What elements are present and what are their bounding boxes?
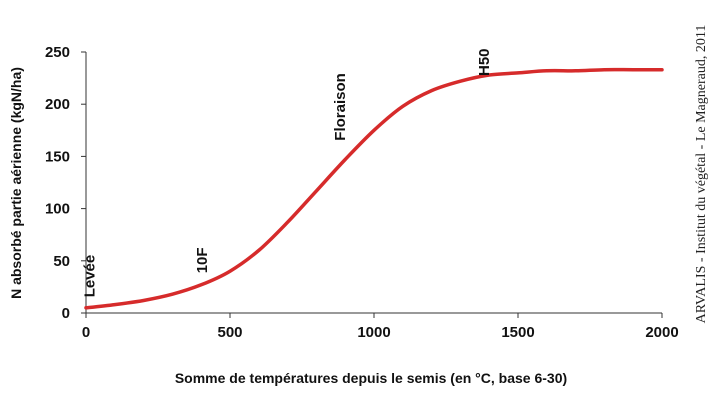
stage-annotation: Levée — [82, 255, 99, 298]
stage-annotation: 10F — [194, 247, 211, 273]
y-axis-ticks: 0 50 100 150 200 250 — [45, 44, 86, 322]
y-axis-title: N absorbé partie aérienne (kgN/ha) — [8, 67, 24, 299]
y-tick-label: 100 — [45, 201, 70, 218]
annotations: Levée 10F Floraison H50 — [82, 48, 494, 297]
x-tick-label: 2000 — [645, 324, 678, 341]
plot-area: 0 50 100 150 200 250 0 500 1000 1500 2000 Levée 10… — [45, 44, 679, 341]
y-tick-label: 50 — [53, 253, 70, 270]
x-tick-label: 500 — [217, 324, 242, 341]
x-axis-ticks: 0 500 1000 1500 2000 — [82, 313, 679, 341]
y-tick-label: 0 — [62, 305, 70, 322]
x-tick-label: 1500 — [501, 324, 534, 341]
series-line — [84, 67, 664, 310]
x-tick-label: 1000 — [357, 324, 390, 341]
credit-text: ARVALIS - Institut du végétal - Le Magne… — [694, 25, 709, 324]
x-tick-label: 0 — [82, 324, 90, 341]
stage-annotation: H50 — [476, 48, 493, 76]
y-tick-label: 250 — [45, 44, 70, 61]
y-tick-label: 150 — [45, 148, 70, 165]
x-axis-title: Somme de températures depuis le semis (e… — [175, 370, 567, 386]
stage-annotation: Floraison — [332, 73, 349, 141]
y-tick-label: 200 — [45, 96, 70, 113]
